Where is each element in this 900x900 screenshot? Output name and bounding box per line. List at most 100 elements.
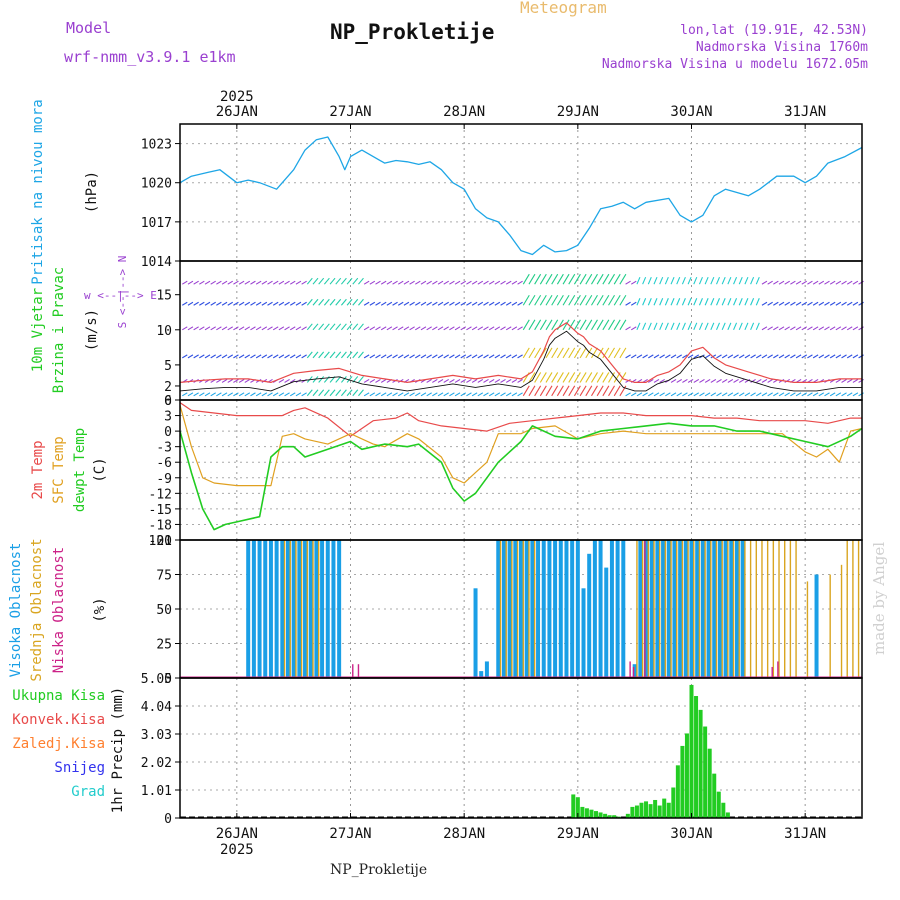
precip-bar	[603, 813, 608, 818]
wind-arrow	[306, 277, 313, 285]
wind-arrow	[750, 322, 755, 331]
precip-bar	[612, 815, 617, 818]
wind-arrow	[216, 378, 222, 383]
wind-arrow	[346, 323, 353, 331]
wind-arrow	[375, 301, 381, 306]
wind-arrow	[272, 392, 279, 397]
y-tick-label: -18	[149, 518, 172, 533]
wind-arrow	[812, 392, 819, 397]
wind-arrow	[306, 323, 313, 331]
wind-arrow	[227, 301, 234, 306]
wind-arrow	[210, 354, 216, 359]
wind-arrow	[494, 326, 501, 331]
wind-arrow	[289, 354, 296, 359]
wind-arrow	[227, 392, 234, 397]
wind-arrow	[778, 326, 785, 331]
wind-arrow	[784, 301, 790, 306]
wind-arrow	[556, 372, 564, 383]
wind-arrow	[238, 392, 245, 397]
wind-arrow	[443, 378, 449, 383]
wind-arrow	[846, 326, 853, 331]
wind-arrow	[409, 354, 415, 359]
precip-bar	[662, 798, 667, 818]
cloud-bar	[661, 540, 666, 678]
wind-arrow	[653, 392, 660, 397]
wind-arrow	[295, 280, 302, 285]
wind-arrow	[579, 319, 587, 331]
wind-arrow	[761, 280, 768, 285]
wind-arrow	[460, 392, 467, 397]
wind-arrow	[255, 392, 262, 397]
wind-arrow	[682, 378, 688, 383]
wind-arrow	[233, 378, 239, 383]
wind-arrow	[534, 385, 542, 397]
wind-arrow	[858, 280, 864, 285]
cloud-bar	[519, 540, 523, 678]
cloud-bar	[297, 540, 302, 678]
wind-arrow	[420, 280, 427, 285]
panel-frame	[179, 677, 863, 819]
wind-arrow	[244, 354, 251, 359]
cloud-bar	[638, 540, 643, 678]
wind-arrow	[664, 322, 669, 331]
wind-arrow	[204, 326, 211, 331]
wind-arrow	[449, 280, 455, 285]
wind-arrow	[636, 298, 641, 306]
wind-arrow	[301, 354, 307, 359]
wind-arrow	[420, 326, 427, 331]
wind-arrow	[670, 392, 677, 397]
cloud-bar	[513, 540, 518, 678]
y-tick-label: 3	[164, 410, 172, 425]
wind-arrow	[244, 392, 251, 397]
wind-arrow	[716, 354, 722, 359]
wind-arrow	[841, 326, 847, 331]
wind-arrow	[727, 322, 732, 331]
wind-arrow	[608, 385, 615, 397]
year-label-bottom: 2025	[220, 842, 254, 858]
wind-arrow	[500, 326, 506, 331]
wind-arrow	[778, 354, 785, 359]
wind-arrow	[454, 280, 461, 285]
x-tick-label-bottom: 31JAN	[784, 826, 826, 842]
wind-arrow	[687, 392, 694, 397]
wind-arrow	[636, 322, 641, 331]
cloud-bar	[325, 540, 330, 678]
cloud-bar	[280, 540, 285, 678]
wind-arrow	[636, 392, 643, 397]
y-tick-label: 2.02	[141, 756, 172, 771]
wind-arrow	[773, 280, 779, 285]
wind-arrow	[193, 326, 199, 331]
wind-arrow	[750, 276, 755, 285]
wind-arrow	[415, 326, 421, 331]
wind-arrow	[744, 378, 751, 383]
wind-arrow	[642, 354, 648, 359]
wind-arrow	[449, 378, 455, 383]
wind-arrow	[801, 280, 808, 285]
wind-arrow	[432, 392, 438, 397]
wind-arrow	[199, 280, 205, 285]
footer-station: NP_Prokletije	[330, 862, 428, 878]
wind-arrow	[483, 326, 489, 331]
wind-arrow	[432, 354, 438, 359]
x-tick-label-bottom: 27JAN	[329, 826, 371, 842]
y-tick-label: -9	[156, 472, 172, 487]
wind-arrow	[505, 326, 512, 331]
wind-arrow	[500, 354, 506, 359]
wind-arrow	[551, 347, 559, 359]
wind-arrow	[335, 277, 342, 285]
cloud-bar	[246, 540, 251, 678]
wind-arrow	[858, 301, 864, 306]
wind-arrow	[193, 354, 199, 359]
wind-arrow	[329, 389, 336, 397]
wind-arrow	[648, 392, 654, 397]
wind-arrow	[721, 378, 728, 383]
wind-arrow	[738, 378, 745, 383]
wind-arrow	[380, 280, 387, 285]
wind-arrow	[255, 326, 262, 331]
wind-arrow	[278, 378, 285, 383]
cloud-bar	[553, 540, 558, 678]
wind-arrow	[500, 301, 506, 306]
wind-arrow	[426, 354, 432, 359]
wind-arrow	[670, 298, 675, 306]
wind-arrow	[619, 319, 627, 331]
